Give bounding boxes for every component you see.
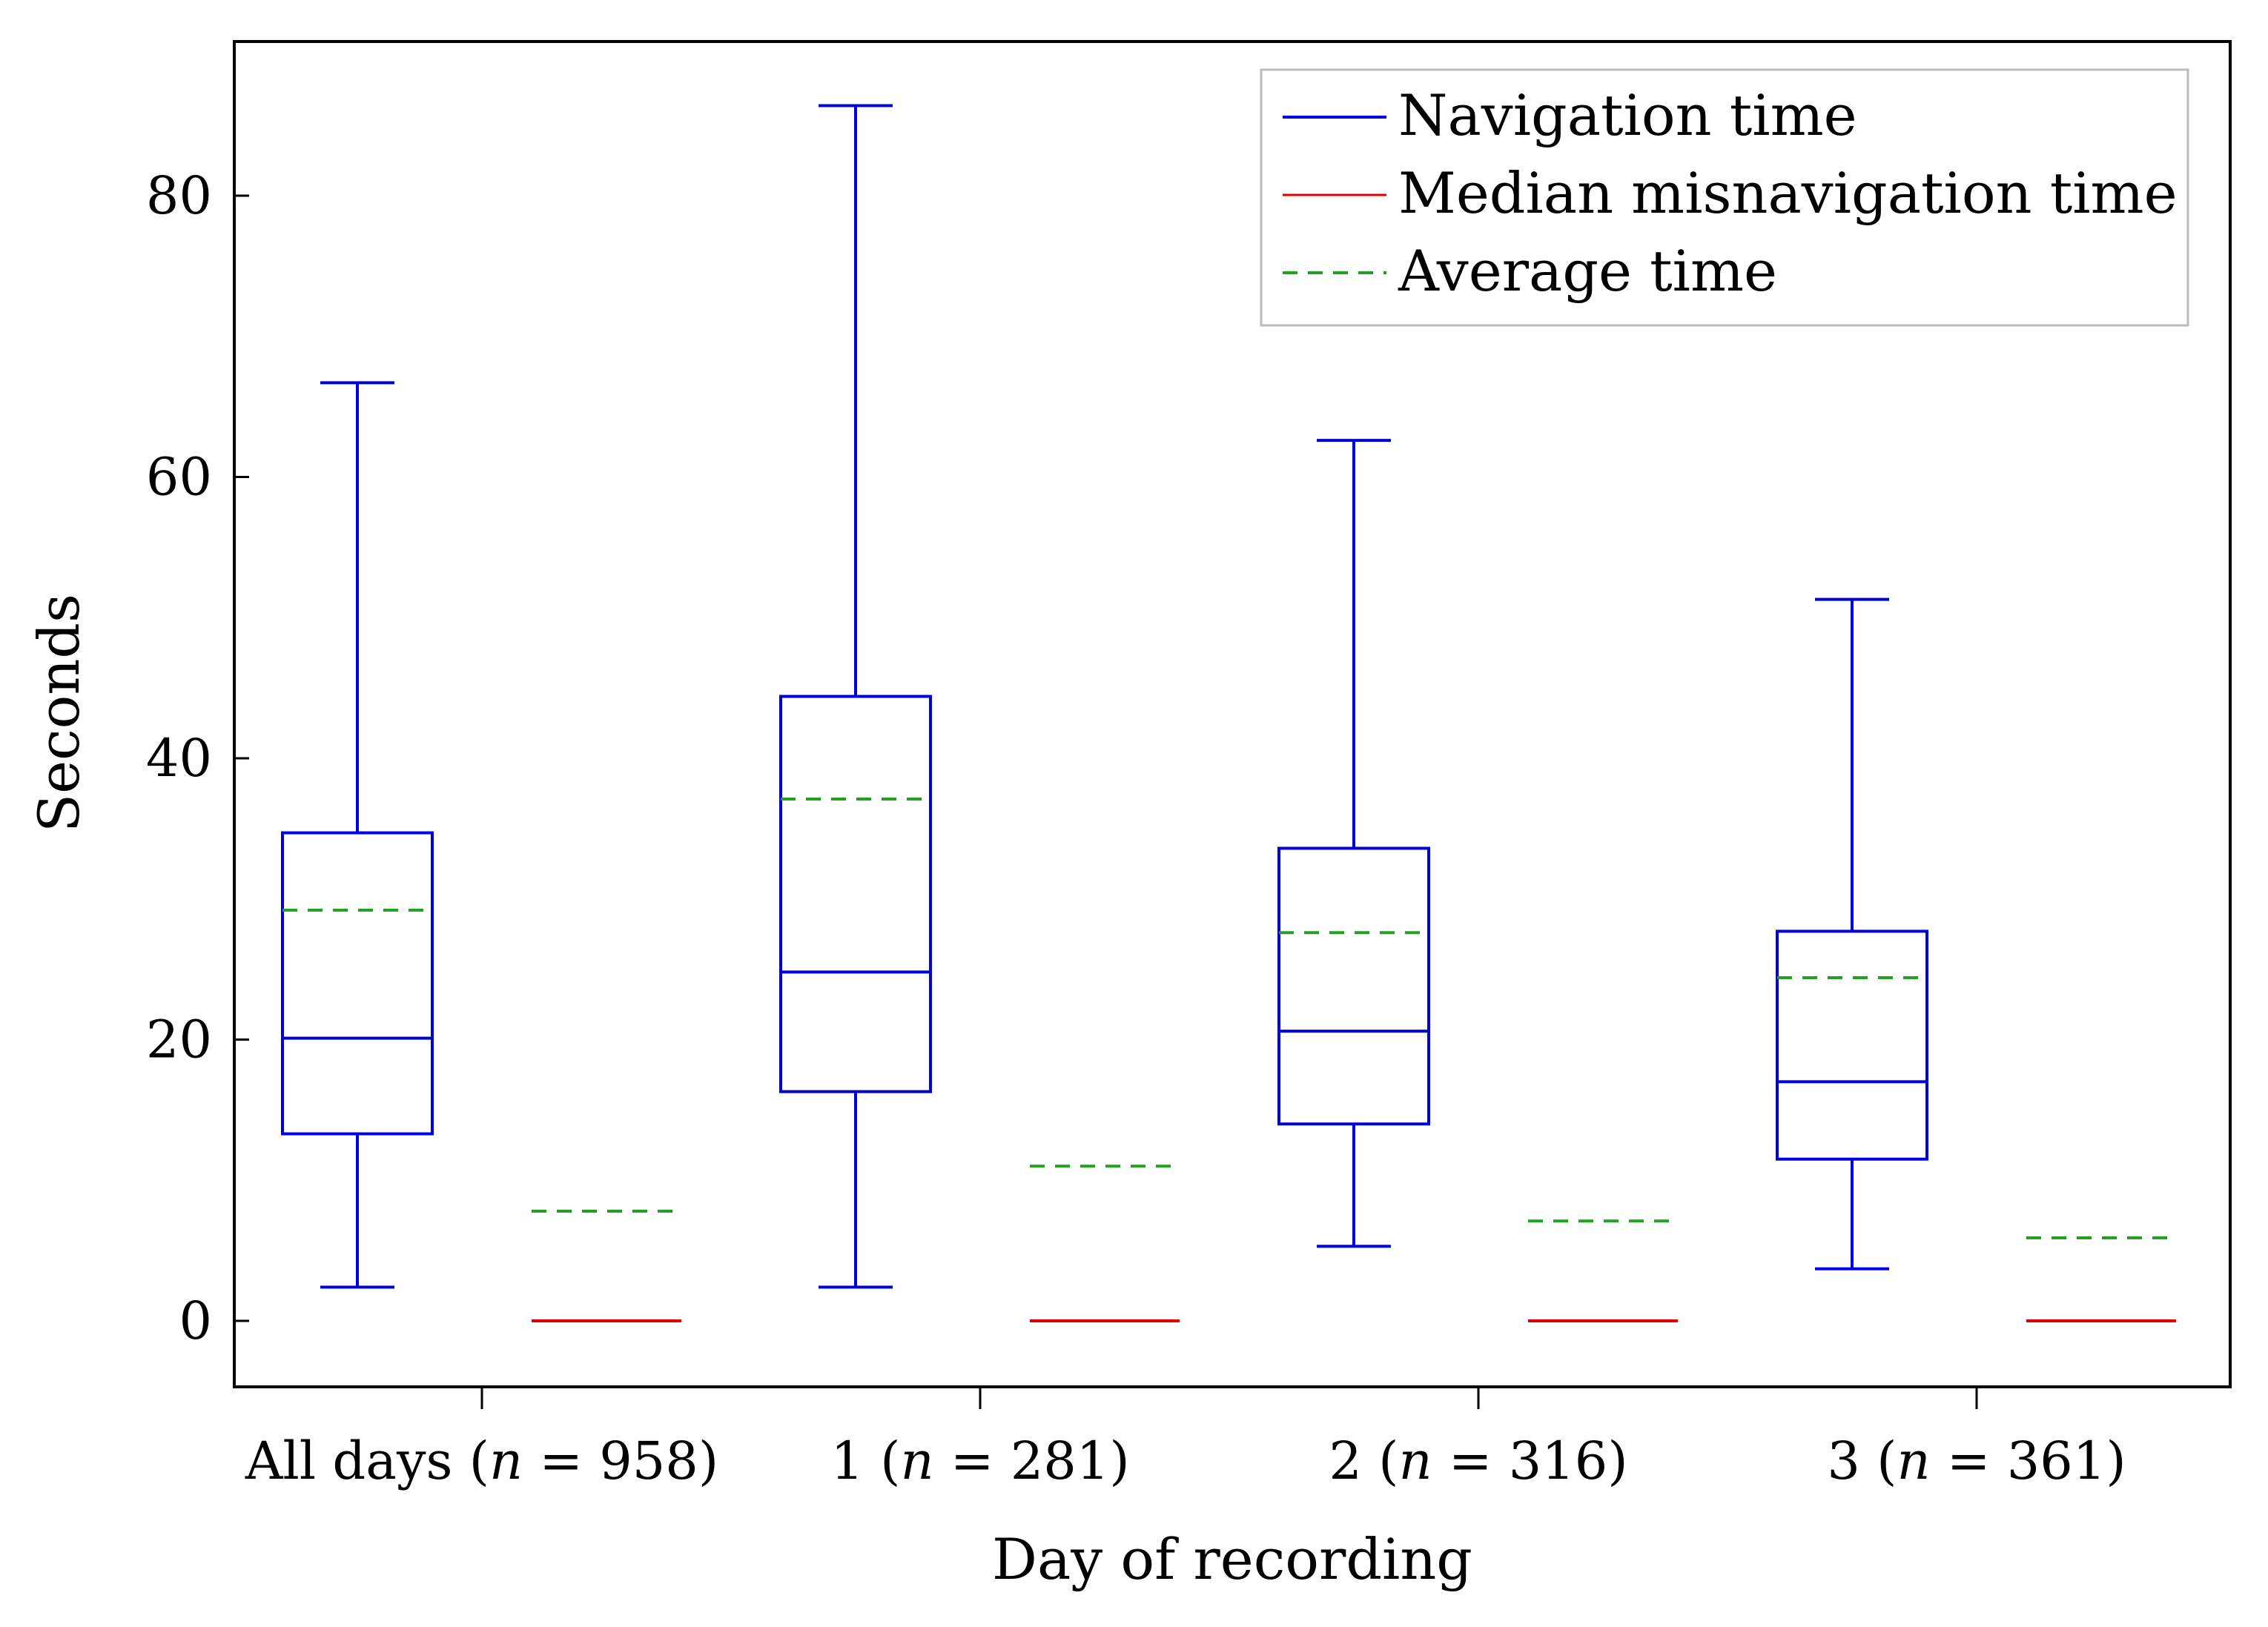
box-3: [1277, 439, 1430, 1248]
y-tick-label: 60: [146, 447, 212, 508]
x-tick-label: All days (n = 958): [245, 1431, 718, 1491]
box-1: [281, 381, 434, 1289]
interquartile-box: [281, 831, 434, 1136]
chart-marks: [281, 104, 2176, 1322]
x-axis-title: Day of recording: [992, 1526, 1472, 1592]
x-tick-label: 2 (n = 316): [1329, 1431, 1627, 1491]
legend-box: [1260, 68, 2189, 327]
legend-label-average-time: Average time: [1398, 238, 1777, 304]
y-tick-label: 0: [179, 1290, 212, 1351]
x-axis-ticks: All days (n = 958) 1 (n = 281) 2 (n = 316)…: [245, 1387, 2126, 1491]
y-tick-label: 40: [146, 728, 212, 789]
plot-area-frame: [233, 40, 2232, 1388]
interquartile-box: [1277, 846, 1430, 1126]
interquartile-box: [1776, 930, 1928, 1161]
legend: Navigation time Median misnavigation tim…: [1260, 68, 2189, 327]
x-tick-label: 3 (n = 361): [1827, 1431, 2126, 1491]
y-tick-label: 20: [146, 1010, 212, 1070]
y-axis-ticks: 0 20 40 60 80: [146, 165, 249, 1351]
x-tick-label: 1 (n = 281): [830, 1431, 1129, 1491]
interquartile-box: [779, 695, 932, 1093]
legend-label-navigation-time: Navigation time: [1398, 82, 1857, 148]
legend-label-median-misnavigation-time: Median misnavigation time: [1398, 160, 2178, 226]
y-axis-title: Seconds: [26, 594, 92, 832]
box-4: [1776, 597, 1928, 1270]
y-tick-label: 80: [146, 165, 212, 226]
box-2: [779, 104, 932, 1289]
